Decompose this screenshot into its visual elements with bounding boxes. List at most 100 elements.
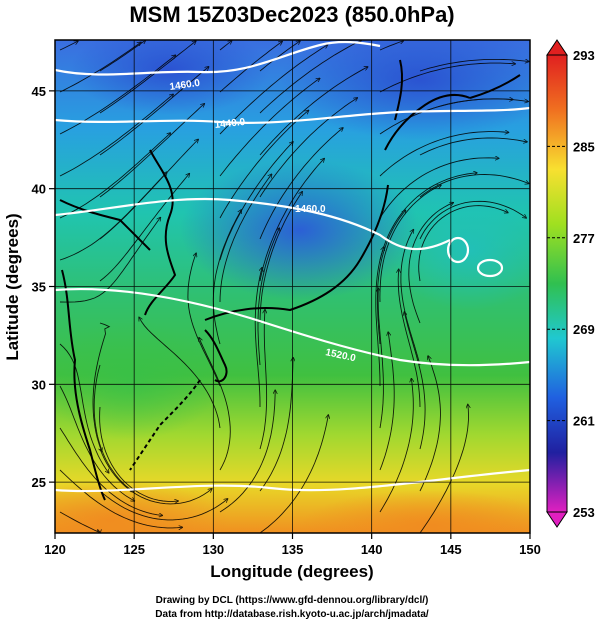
coastline-sakhalin (394, 59, 404, 121)
green-region-sw (55, 320, 220, 440)
streamline (219, 142, 293, 261)
streamline (408, 203, 453, 324)
contour-south (55, 468, 530, 493)
colorbar-ticks: 293 285 277 269 261 253 (547, 48, 595, 520)
streamline (99, 174, 189, 282)
chart-title: MSM 15Z03Dec2023 (850.0hPa) (129, 2, 454, 27)
streamline (379, 41, 403, 51)
cold-region-north (280, 40, 530, 140)
streamline (379, 158, 499, 219)
y-tick-label: 35 (32, 280, 46, 295)
coastline-china-north (59, 199, 151, 251)
streamline (59, 133, 170, 219)
streamline (59, 385, 134, 501)
streamline (219, 390, 275, 513)
streamline (99, 490, 228, 521)
streamline (379, 132, 509, 177)
contour-label: 1440.0 (214, 117, 246, 131)
cold-region-nw (70, 40, 270, 115)
x-tick-label: 150 (519, 542, 541, 557)
x-tick-label: 125 (123, 542, 145, 557)
streamline (99, 41, 196, 114)
streamline (259, 415, 328, 533)
streamline (379, 379, 413, 513)
wind-streamlines (59, 40, 529, 533)
contour-1460-mid (55, 197, 451, 251)
streamline (93, 364, 134, 492)
cold-region (180, 160, 420, 300)
y-tick-label: 30 (32, 377, 46, 392)
streamline (59, 42, 141, 93)
plot-area: 1460.0 1440.0 1460.0 1520.0 (55, 40, 530, 533)
coastline-korea (144, 149, 177, 316)
streamline (419, 174, 529, 198)
streamline (419, 356, 441, 492)
streamline (139, 317, 221, 429)
colorbar-tick-label: 293 (573, 48, 595, 63)
streamline (404, 312, 426, 450)
streamline (418, 205, 508, 282)
streamline (419, 200, 526, 240)
x-tick-label: 120 (44, 542, 66, 557)
streamline (59, 511, 100, 533)
streamline (375, 247, 384, 386)
colorbar-top-arrow (546, 39, 568, 56)
coastline-kurils (469, 74, 521, 99)
streamline (59, 469, 182, 528)
streamline (59, 218, 160, 303)
colorbar-tick-label: 269 (573, 322, 595, 337)
x-tick-label: 140 (361, 542, 383, 557)
streamline (59, 94, 173, 177)
streamline (259, 40, 361, 114)
contour-label: 1460.0 (295, 204, 326, 215)
streamline (199, 338, 231, 471)
streamline (378, 288, 384, 429)
colorbar-tick-label: 261 (573, 414, 595, 429)
coastline-china-east (61, 269, 106, 501)
warm-region-se (300, 490, 530, 533)
colorbar-body (546, 54, 568, 513)
warm-region-sw (55, 480, 230, 533)
credit-data: Data from http://database.rish.kyoto-u.a… (155, 609, 429, 620)
streamline (59, 55, 175, 135)
x-tick-label: 135 (282, 542, 304, 557)
lat-lon-grid (55, 40, 530, 533)
streamline (219, 110, 309, 219)
streamline (259, 41, 300, 72)
streamline (99, 448, 212, 505)
streamline (419, 59, 529, 72)
colorbar-tick-label: 277 (573, 231, 595, 246)
streamline (379, 332, 395, 471)
streamline (259, 67, 368, 156)
streamline (259, 98, 357, 198)
streamline (259, 192, 302, 324)
streamline (379, 173, 477, 261)
streamline (254, 268, 262, 407)
streamline (212, 210, 241, 345)
x-tick-label: 130 (202, 542, 224, 557)
streamline (219, 174, 272, 303)
coastline-kyushu (204, 329, 228, 383)
streamline (59, 172, 167, 261)
streamline (376, 210, 405, 345)
streamline (398, 269, 421, 408)
streamline (219, 78, 320, 177)
contour-1460-north (55, 40, 381, 76)
streamline (92, 322, 111, 451)
streamline (259, 310, 267, 450)
coastlines (59, 59, 521, 501)
streamline (99, 104, 204, 198)
contour-1440 (55, 106, 530, 124)
streamline (259, 128, 343, 240)
height-contours (55, 40, 530, 493)
teal-region-east (390, 190, 530, 310)
streamline (379, 185, 441, 303)
y-tick-label: 40 (32, 182, 46, 197)
contour-low-east-inner (446, 236, 470, 264)
contour-1520 (55, 287, 530, 367)
y-axis-ticks: 25 30 35 40 45 (32, 84, 55, 490)
contour-low-east (476, 258, 504, 278)
streamline (379, 99, 513, 135)
x-axis-ticks: 120 125 130 135 140 145 150 (44, 533, 541, 557)
